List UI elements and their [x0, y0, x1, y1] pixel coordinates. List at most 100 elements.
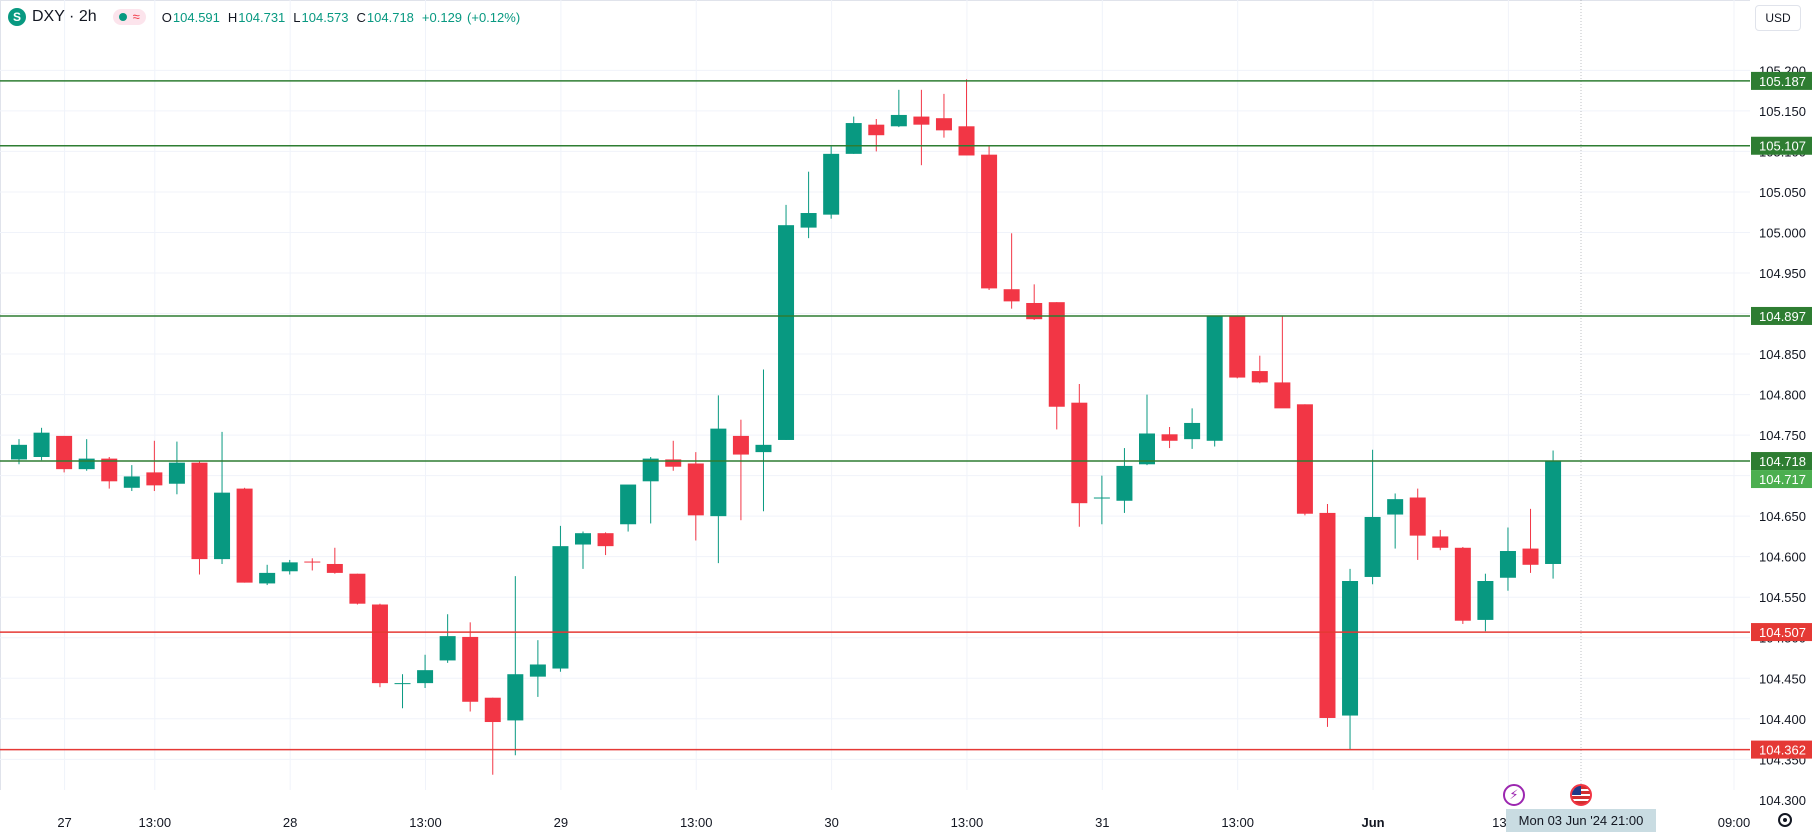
time-axis[interactable]: [0, 790, 1750, 840]
x-tick-label: 13:00: [409, 815, 442, 830]
candle-body[interactable]: [1409, 497, 1426, 536]
candle-body[interactable]: [1229, 315, 1246, 378]
candle-body[interactable]: [33, 432, 50, 457]
candle-body[interactable]: [191, 462, 208, 560]
candle-body[interactable]: [1139, 433, 1155, 465]
candle-body[interactable]: [958, 126, 975, 156]
candle-body[interactable]: [439, 636, 456, 661]
candle-body[interactable]: [529, 664, 546, 677]
candle-body[interactable]: [1545, 461, 1562, 564]
candle-body[interactable]: [845, 123, 862, 154]
candle-body[interactable]: [710, 428, 727, 517]
settings-icon[interactable]: [1778, 813, 1792, 827]
candle-body[interactable]: [935, 118, 952, 131]
x-tick-label: 31: [1095, 815, 1109, 830]
x-tick-label: 27: [57, 815, 71, 830]
candle-body[interactable]: [890, 114, 907, 127]
candle-body[interactable]: [1499, 551, 1516, 578]
candle-body[interactable]: [462, 636, 479, 702]
market-open-dot-icon: [118, 13, 127, 21]
candle-body[interactable]: [394, 683, 411, 685]
candle-body[interactable]: [823, 153, 840, 215]
candle-body[interactable]: [417, 670, 434, 684]
ohlc-value-l: 104.573: [301, 10, 349, 25]
candle-body[interactable]: [1522, 548, 1539, 565]
candle-body[interactable]: [1454, 547, 1471, 621]
candle-body[interactable]: [281, 562, 298, 572]
candle-body[interactable]: [1274, 382, 1291, 409]
y-tick-label: 104.600: [1759, 550, 1806, 565]
candle-body[interactable]: [755, 444, 772, 453]
candle-body[interactable]: [552, 546, 569, 669]
level-price-badge: 104.897: [1759, 309, 1806, 324]
x-tick-label: 30: [824, 815, 838, 830]
candle-body[interactable]: [800, 213, 817, 228]
last-price-badge: 104.717: [1759, 472, 1806, 487]
candle-body[interactable]: [11, 444, 27, 460]
candle-body[interactable]: [1342, 581, 1359, 716]
candle-body[interactable]: [1432, 536, 1449, 548]
candle-body[interactable]: [1116, 465, 1133, 501]
y-tick-label: 105.000: [1759, 225, 1806, 240]
y-tick-label: 104.400: [1759, 712, 1806, 727]
candle-body[interactable]: [1026, 302, 1043, 320]
candle-body[interactable]: [56, 435, 73, 470]
level-price-badge-bg: [1751, 136, 1812, 155]
candle-body[interactable]: [304, 561, 321, 563]
price-change-percent: (+0.12%): [467, 9, 521, 25]
us-flag-icon[interactable]: [1570, 784, 1592, 806]
candle-body[interactable]: [168, 462, 185, 484]
candle-body[interactable]: [687, 463, 704, 516]
candle-body[interactable]: [1093, 497, 1110, 499]
candle-body[interactable]: [349, 573, 366, 604]
candle-body[interactable]: [868, 124, 885, 136]
lightning-bolt-icon[interactable]: ⚡: [1503, 784, 1525, 806]
candle-body[interactable]: [620, 484, 637, 525]
candle-body[interactable]: [1071, 402, 1088, 504]
candle-body[interactable]: [597, 533, 614, 547]
candle-body[interactable]: [732, 435, 749, 455]
candle-body[interactable]: [146, 472, 163, 486]
candle-body[interactable]: [1206, 315, 1223, 441]
symbol-logo[interactable]: S: [8, 8, 26, 26]
candle-body[interactable]: [1161, 434, 1178, 441]
candle-body[interactable]: [371, 604, 388, 684]
candle-body[interactable]: [214, 492, 231, 560]
candle-body[interactable]: [981, 154, 998, 289]
market-status-pill[interactable]: ≈: [112, 9, 146, 25]
candle-body[interactable]: [1477, 581, 1494, 620]
candle-body[interactable]: [236, 488, 253, 583]
y-tick-label: 105.050: [1759, 185, 1806, 200]
candle-body[interactable]: [123, 476, 140, 488]
ohlc-values: O104.591 H104.731 L104.573 C104.718: [162, 9, 422, 25]
candle-body[interactable]: [101, 458, 118, 482]
x-tick-label: 13:00: [951, 815, 984, 830]
candle-body[interactable]: [1319, 512, 1336, 718]
candle-body[interactable]: [484, 697, 501, 723]
candle-body[interactable]: [665, 459, 682, 467]
candle-body[interactable]: [642, 458, 659, 482]
candle-body[interactable]: [913, 116, 930, 125]
candle-body[interactable]: [326, 563, 343, 573]
x-tick-label: 29: [554, 815, 568, 830]
candle-body[interactable]: [1048, 302, 1065, 407]
candle-body[interactable]: [1003, 289, 1020, 302]
currency-button[interactable]: USD: [1755, 5, 1801, 31]
candle-body[interactable]: [259, 572, 276, 584]
candle-body[interactable]: [1251, 371, 1268, 383]
level-price-badge-bg: [1751, 452, 1812, 471]
candle-body[interactable]: [78, 458, 95, 470]
candle-body[interactable]: [1296, 404, 1313, 514]
candle-body[interactable]: [1184, 422, 1201, 440]
candle-body[interactable]: [1364, 516, 1381, 577]
candle-body[interactable]: [778, 225, 795, 440]
y-tick-label: 104.550: [1759, 590, 1806, 605]
candle-body[interactable]: [575, 533, 591, 545]
level-price-badge: 105.187: [1759, 74, 1806, 89]
candle-body[interactable]: [1387, 499, 1404, 515]
level-price-badge-bg: [1751, 71, 1812, 90]
symbol-name[interactable]: DXY · 2h: [32, 8, 97, 25]
x-tick-label: 28: [283, 815, 297, 830]
candle-body[interactable]: [507, 674, 524, 721]
